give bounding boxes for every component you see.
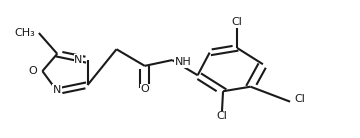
Text: Cl: Cl	[232, 17, 243, 27]
Text: Cl: Cl	[294, 94, 305, 104]
Text: N: N	[53, 85, 62, 95]
Text: NH: NH	[175, 57, 192, 67]
Text: CH₃: CH₃	[15, 28, 35, 38]
Text: O: O	[140, 84, 149, 94]
Text: Cl: Cl	[216, 111, 227, 121]
Text: O: O	[29, 66, 37, 76]
Text: N: N	[74, 55, 83, 65]
